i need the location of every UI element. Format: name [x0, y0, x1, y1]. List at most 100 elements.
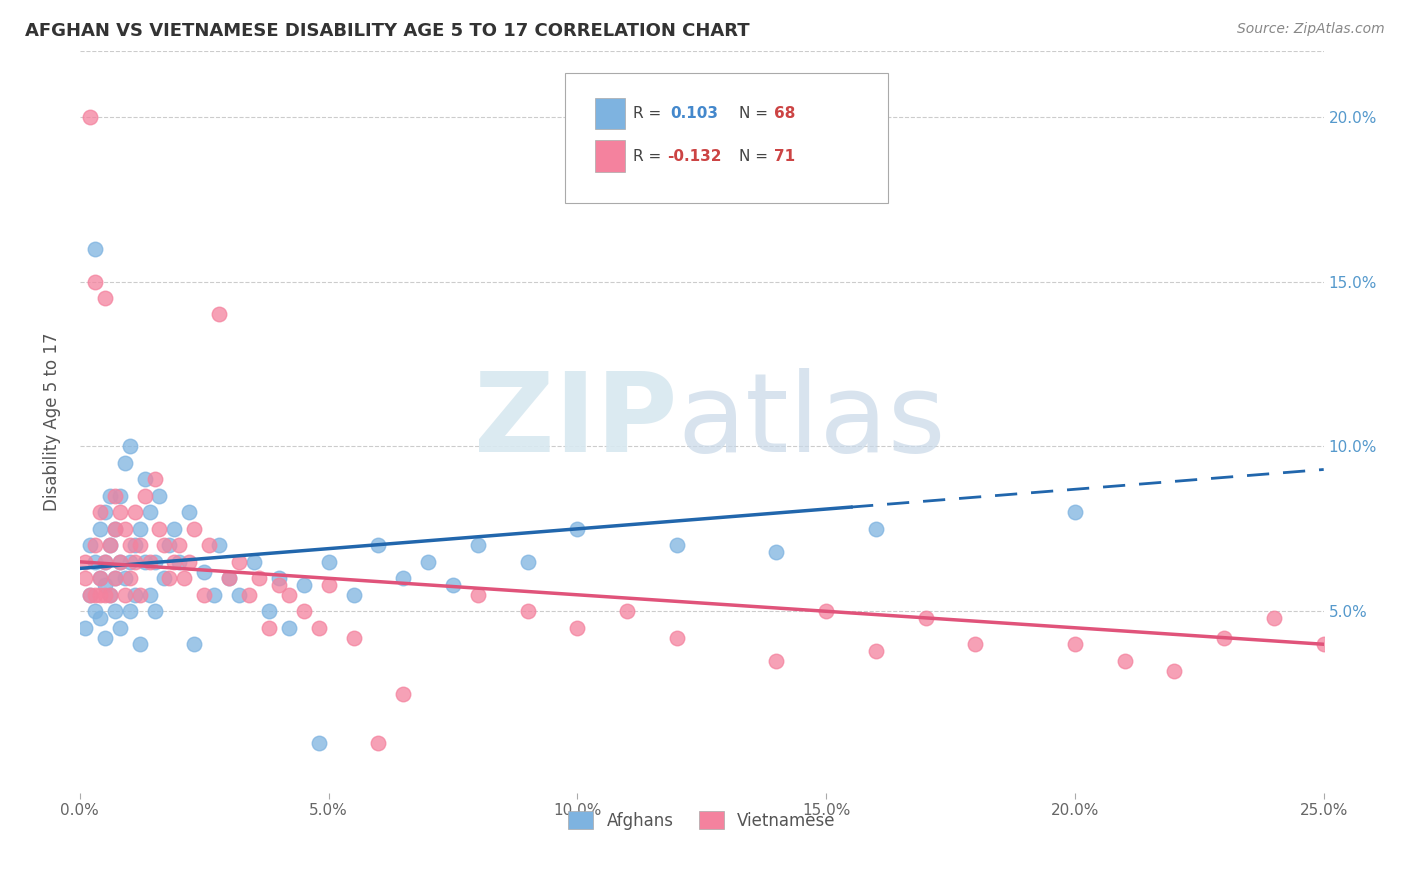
Point	[83, 275, 105, 289]
Text: 0.103: 0.103	[671, 105, 718, 120]
Point	[342, 631, 364, 645]
Point	[79, 588, 101, 602]
Point	[98, 538, 121, 552]
Point	[83, 538, 105, 552]
Point	[79, 110, 101, 124]
Point	[308, 736, 330, 750]
Point	[124, 555, 146, 569]
Point	[79, 538, 101, 552]
Point	[865, 644, 887, 658]
Point	[865, 522, 887, 536]
Point	[73, 621, 96, 635]
Point	[198, 538, 221, 552]
Point	[104, 489, 127, 503]
Point	[914, 611, 936, 625]
Point	[93, 578, 115, 592]
Point	[89, 588, 111, 602]
Point	[163, 522, 186, 536]
Point	[89, 571, 111, 585]
Point	[148, 489, 170, 503]
Point	[1064, 637, 1087, 651]
Point	[169, 538, 191, 552]
Point	[441, 578, 464, 592]
Point	[79, 588, 101, 602]
Point	[153, 571, 176, 585]
Point	[392, 571, 415, 585]
Point	[616, 604, 638, 618]
Point	[277, 588, 299, 602]
Point	[89, 505, 111, 519]
Point	[143, 604, 166, 618]
Point	[183, 522, 205, 536]
Point	[98, 588, 121, 602]
Legend: Afghans, Vietnamese: Afghans, Vietnamese	[561, 805, 842, 837]
Point	[318, 555, 340, 569]
Point	[128, 588, 150, 602]
Text: -0.132: -0.132	[666, 149, 721, 163]
Point	[179, 555, 201, 569]
Point	[114, 522, 136, 536]
Point	[89, 571, 111, 585]
Point	[118, 538, 141, 552]
Point	[138, 588, 160, 602]
Point	[218, 571, 240, 585]
Text: atlas: atlas	[676, 368, 945, 475]
Point	[1312, 637, 1334, 651]
Point	[138, 555, 160, 569]
Point	[83, 588, 105, 602]
Point	[108, 621, 131, 635]
Point	[124, 588, 146, 602]
FancyBboxPatch shape	[565, 73, 889, 202]
FancyBboxPatch shape	[595, 140, 624, 171]
Point	[98, 538, 121, 552]
Point	[257, 604, 280, 618]
Point	[247, 571, 270, 585]
Point	[98, 588, 121, 602]
Point	[467, 538, 489, 552]
Point	[83, 555, 105, 569]
Text: Source: ZipAtlas.com: Source: ZipAtlas.com	[1237, 22, 1385, 37]
Point	[83, 242, 105, 256]
Point	[173, 571, 195, 585]
Point	[1064, 505, 1087, 519]
Point	[292, 604, 315, 618]
Point	[93, 631, 115, 645]
Point	[342, 588, 364, 602]
Point	[104, 522, 127, 536]
Point	[367, 538, 389, 552]
Point	[193, 588, 215, 602]
Point	[73, 555, 96, 569]
Point	[202, 588, 225, 602]
Point	[118, 439, 141, 453]
Text: 71: 71	[773, 149, 794, 163]
Point	[128, 637, 150, 651]
Point	[1263, 611, 1285, 625]
Text: R =: R =	[633, 149, 662, 163]
Point	[159, 538, 181, 552]
Point	[118, 555, 141, 569]
Point	[159, 571, 181, 585]
Point	[124, 538, 146, 552]
Point	[665, 538, 688, 552]
Point	[1213, 631, 1236, 645]
Point	[124, 505, 146, 519]
Point	[138, 505, 160, 519]
Text: R =: R =	[633, 105, 662, 120]
Point	[118, 571, 141, 585]
Point	[183, 637, 205, 651]
Point	[108, 555, 131, 569]
Y-axis label: Disability Age 5 to 17: Disability Age 5 to 17	[44, 333, 60, 511]
Text: N =: N =	[740, 105, 768, 120]
Point	[153, 538, 176, 552]
Point	[134, 489, 156, 503]
Point	[218, 571, 240, 585]
Point	[765, 545, 787, 559]
Point	[104, 571, 127, 585]
Point	[104, 604, 127, 618]
Point	[89, 611, 111, 625]
Point	[93, 505, 115, 519]
Point	[134, 555, 156, 569]
Point	[143, 555, 166, 569]
Point	[308, 621, 330, 635]
Text: AFGHAN VS VIETNAMESE DISABILITY AGE 5 TO 17 CORRELATION CHART: AFGHAN VS VIETNAMESE DISABILITY AGE 5 TO…	[25, 22, 749, 40]
